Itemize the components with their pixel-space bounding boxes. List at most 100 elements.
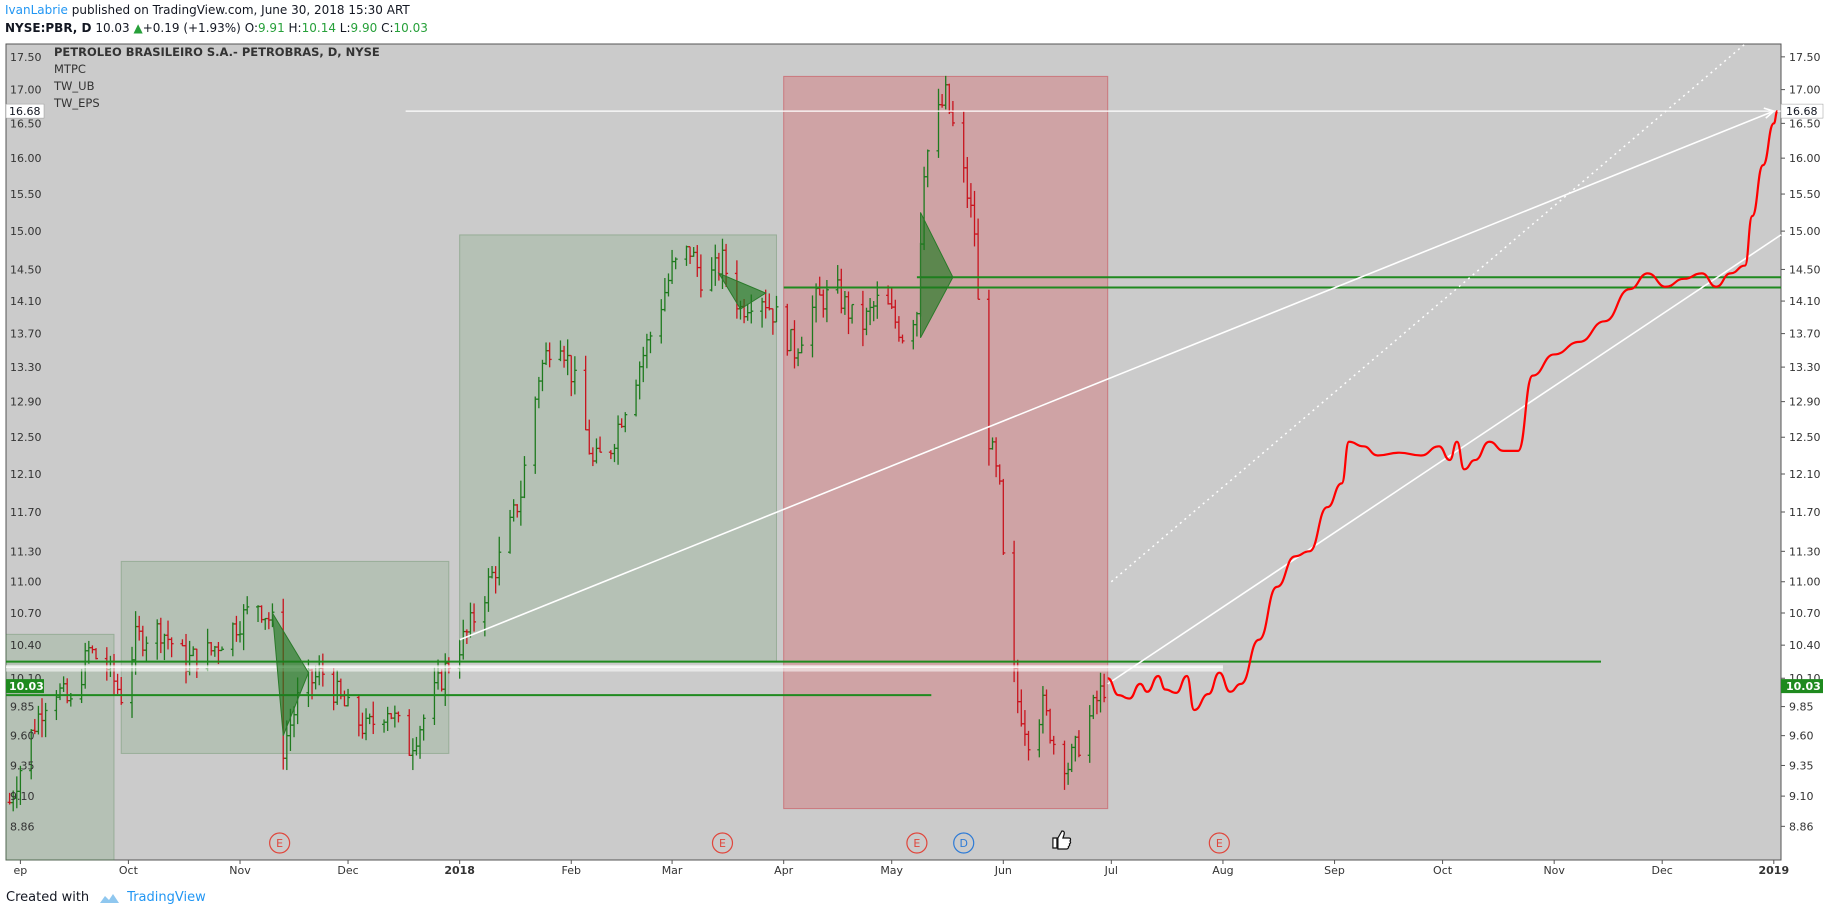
triangle-patterns xyxy=(271,212,954,736)
y-tick-label-right: 17.00 xyxy=(1789,84,1821,97)
legend-study-tw-eps[interactable]: TW_EPS xyxy=(53,96,100,110)
event-circle xyxy=(953,832,975,854)
close-value: 10.03 xyxy=(393,21,428,35)
trend-arrow-icon xyxy=(1763,107,1776,119)
triangle-3 xyxy=(920,212,954,338)
y-tick-label-right: 15.00 xyxy=(1789,225,1821,238)
ohlc-bar xyxy=(497,536,502,586)
range-box-1 xyxy=(5,633,115,861)
y-tick-label-right: 11.30 xyxy=(1789,545,1821,558)
ohlc-bar xyxy=(1001,478,1006,555)
thumb-shape xyxy=(1052,830,1072,850)
current-price-right: 10.03 xyxy=(1786,680,1821,693)
y-tick-label-left: 11.00 xyxy=(10,576,42,589)
y-tick-label-right: 9.35 xyxy=(1789,759,1814,772)
y-tick-label-right: 13.70 xyxy=(1789,328,1821,341)
support-band xyxy=(6,664,1223,672)
ohlc-bar xyxy=(925,149,930,188)
y-tick-label-left: 9.35 xyxy=(10,759,35,772)
event-marker-1: E xyxy=(269,832,291,854)
y-tick-label-right: 12.10 xyxy=(1789,468,1821,481)
chart-area[interactable]: E E E D E 17.50 17.50 17.00 17.00 16.50 16.50 16.0… xyxy=(0,42,1828,890)
x-tick-label: Jul xyxy=(1104,864,1118,877)
y-tick-label-left: 8.86 xyxy=(10,820,35,833)
x-tick-label: Oct xyxy=(119,864,139,877)
ohlc-bar xyxy=(18,765,23,805)
y-tick-label-right: 12.90 xyxy=(1789,396,1821,409)
ohlc-bar xyxy=(698,254,703,298)
event-marker-4: D xyxy=(953,832,975,854)
event-circle xyxy=(906,832,928,854)
ohlc-bar xyxy=(648,331,653,354)
range-box-4 xyxy=(783,75,1109,810)
ohlc-bar xyxy=(623,412,628,433)
y-tick-label-left: 13.70 xyxy=(10,328,42,341)
triangle-2 xyxy=(717,272,767,310)
y-axis[interactable]: 17.50 17.50 17.00 17.00 16.50 16.50 16.00 16.00… xyxy=(10,51,1821,833)
y-tick-label-right: 9.85 xyxy=(1789,701,1814,714)
event-circle xyxy=(269,832,291,854)
ohlc-bar xyxy=(119,677,124,705)
trend-line-3 xyxy=(1110,43,1746,583)
x-axis[interactable]: ep Oct Nov Dec 2018 Feb Mar Apr May Jun Jul Aug Sep O… xyxy=(14,860,1790,877)
ohlc-bar xyxy=(43,702,48,738)
y-tick-label-left: 12.50 xyxy=(10,431,42,444)
ohlc-bar xyxy=(421,714,426,741)
ohlc-bar xyxy=(598,436,603,453)
ohlc-bar xyxy=(774,295,779,323)
symbol-label: NYSE:PBR, D xyxy=(5,21,92,35)
event-circle xyxy=(1208,832,1230,854)
event-circle xyxy=(711,832,734,854)
y-tick-label-left: 14.50 xyxy=(10,263,42,276)
ohlc-bar xyxy=(371,701,376,735)
y-tick-label-left: 15.00 xyxy=(10,225,42,238)
ohlc-bar xyxy=(900,334,905,344)
ohlc-bar xyxy=(850,303,855,324)
y-tick-label-right: 16.00 xyxy=(1789,152,1821,165)
low-value: 9.90 xyxy=(350,21,378,35)
y-tick-label-left: 11.70 xyxy=(10,506,42,519)
x-tick-label: Nov xyxy=(1543,864,1565,877)
y-tick-label-left: 12.10 xyxy=(10,468,42,481)
price-tags: 16.68 16.68 10.03 10.03 xyxy=(5,103,1824,694)
legend-study-mtpc[interactable]: MTPC xyxy=(54,62,86,76)
x-tick-label: May xyxy=(880,864,903,877)
event-marker-3: E xyxy=(906,832,928,854)
ohlc-bar xyxy=(94,648,99,660)
target-price-right: 16.68 xyxy=(1786,105,1818,118)
open-label: O: xyxy=(244,21,258,35)
ohlc-bar xyxy=(245,596,250,615)
y-tick-label-right: 17.50 xyxy=(1789,51,1821,64)
y-tick-label-left: 10.70 xyxy=(10,607,42,620)
tradingview-link[interactable]: TradingView xyxy=(97,890,206,905)
x-tick-label: 2018 xyxy=(444,864,475,877)
legend-title: PETROLEO BRASILEIRO S.A.- PETROBRAS, D, … xyxy=(54,45,380,59)
low-label: L: xyxy=(339,21,351,35)
y-tick-label-right: 9.60 xyxy=(1789,730,1814,743)
plot-background xyxy=(5,43,1782,861)
price-chart[interactable]: E E E D E 17.50 17.50 17.00 17.00 16.50 16.50 16.0… xyxy=(0,42,1828,890)
legend-study-tw-ub[interactable]: TW_UB xyxy=(53,79,95,93)
trend-lines xyxy=(459,43,1782,685)
y-tick-label-left: 12.90 xyxy=(10,396,42,409)
projection-path xyxy=(1107,110,1779,712)
ohlc-bar xyxy=(799,336,804,354)
trend-line-1 xyxy=(459,110,1775,641)
open-value: 9.91 xyxy=(257,21,285,35)
author-link[interactable]: IvanLabrie xyxy=(5,3,68,17)
y-tick-label-left: 11.30 xyxy=(10,545,42,558)
ohlc-bar xyxy=(1102,673,1107,703)
event-label: D xyxy=(959,837,967,850)
y-tick-label-right: 11.70 xyxy=(1789,506,1821,519)
ohlc-bar xyxy=(950,101,955,127)
x-tick-label: Jun xyxy=(994,864,1012,877)
y-tick-label-left: 9.60 xyxy=(10,730,35,743)
event-marker-2: E xyxy=(711,832,734,854)
x-tick-label: Aug xyxy=(1212,864,1233,877)
thumbs-up-icon xyxy=(1052,830,1072,850)
horizontal-levels xyxy=(6,110,1781,697)
ohlc-bar xyxy=(547,342,552,368)
y-tick-label-left: 17.00 xyxy=(10,84,42,97)
ohlc-bar xyxy=(976,218,981,300)
publish-text: published on TradingView.com, June 30, 2… xyxy=(71,3,410,17)
